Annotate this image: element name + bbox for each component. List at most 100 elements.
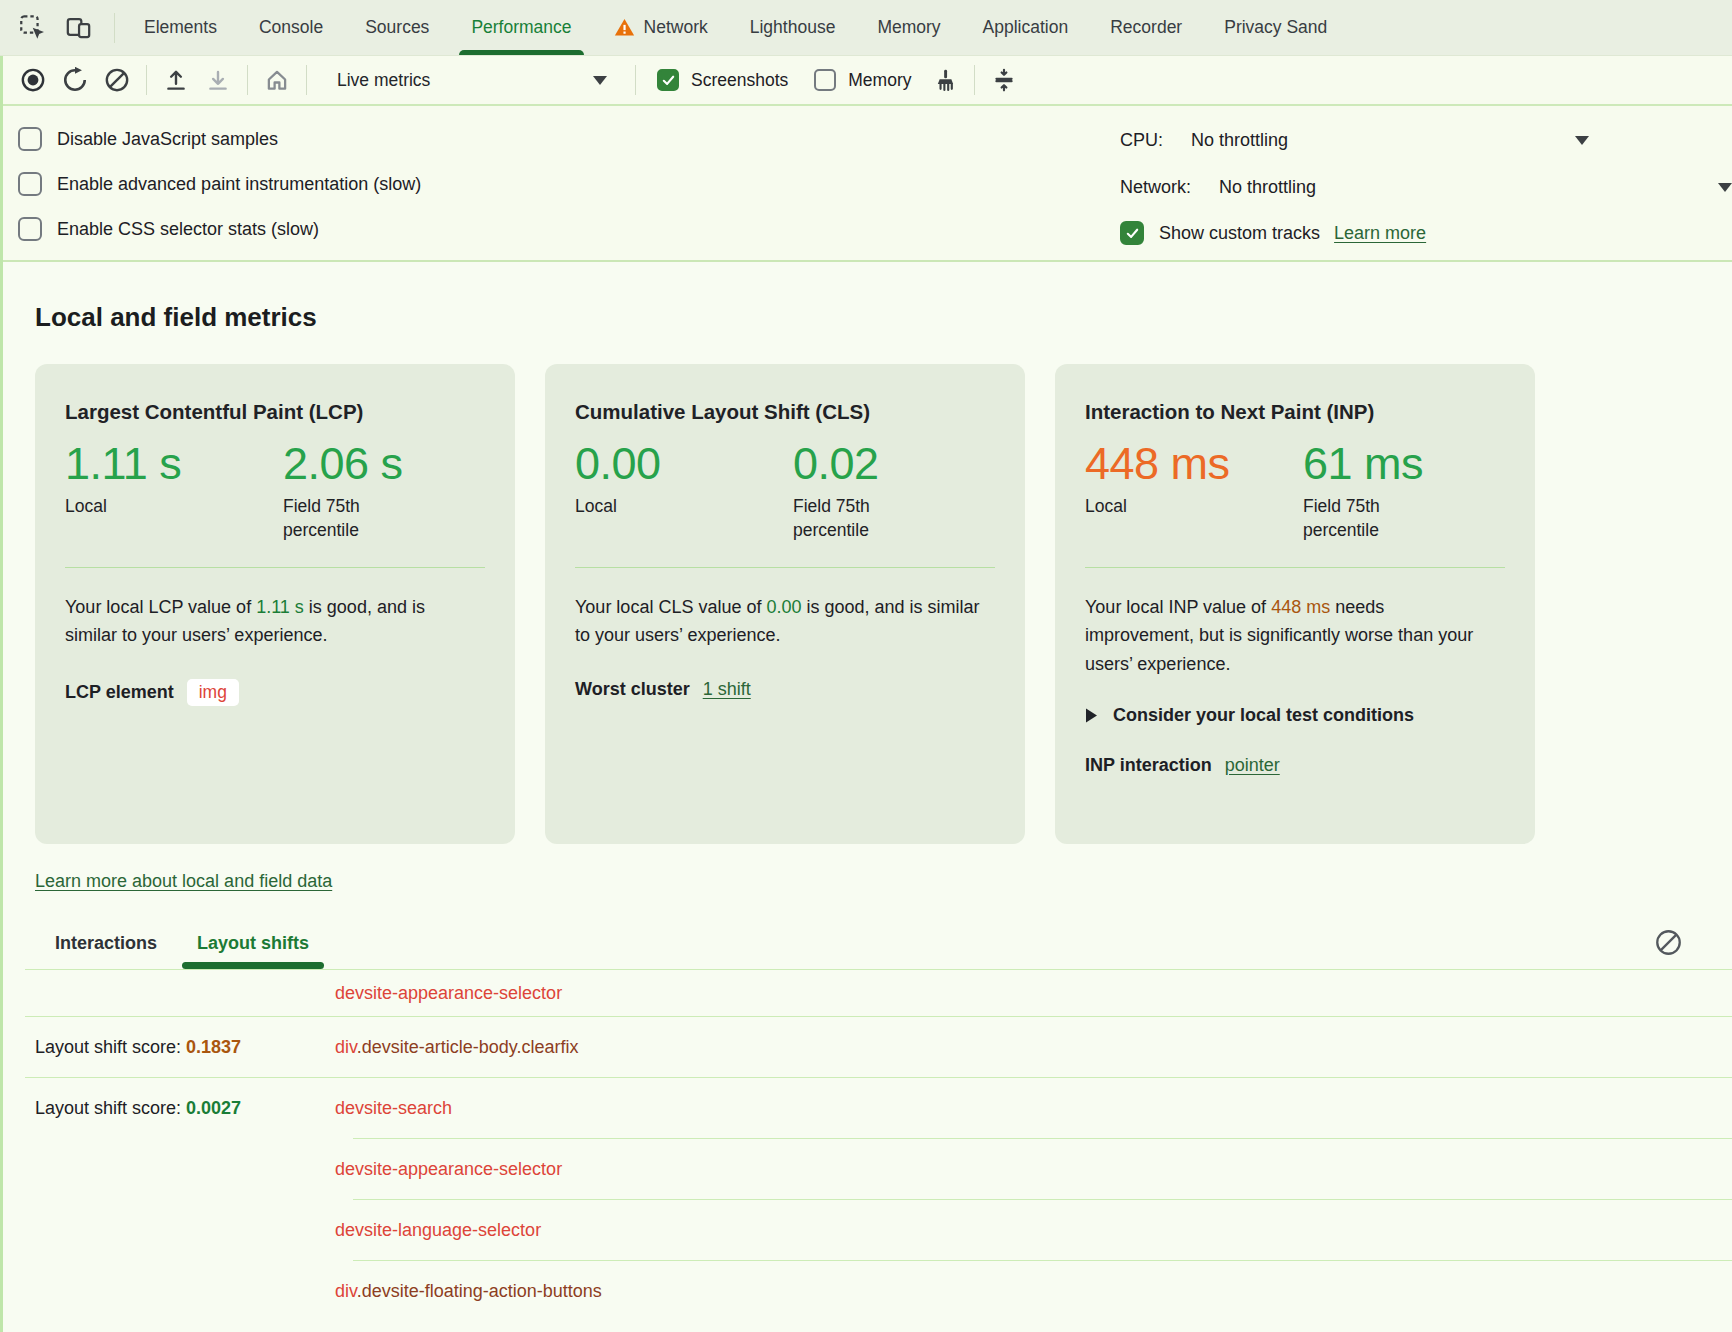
cls-description: Your local CLS value of 0.00 is good, an… xyxy=(575,593,981,651)
tab-label: Application xyxy=(983,17,1069,38)
tab-label: Memory xyxy=(877,17,940,38)
clear-log-icon[interactable] xyxy=(1653,927,1683,957)
css-selector-stats-checkbox[interactable]: Enable CSS selector stats (slow) xyxy=(18,217,421,241)
memory-checkbox[interactable]: Memory xyxy=(801,69,924,91)
layout-shift-row: Layout shift score: 0.1837div.devsite-ar… xyxy=(35,1017,1697,1077)
home-icon[interactable] xyxy=(256,60,298,100)
node-link[interactable]: div.devsite-article-body.clearfix xyxy=(335,1037,578,1058)
lcp-description: Your local LCP value of 1.11 s is good, … xyxy=(65,593,471,651)
tab-network[interactable]: Network xyxy=(593,0,729,55)
checkbox-label: Disable JavaScript samples xyxy=(57,129,278,150)
checkbox-unchecked-icon xyxy=(18,127,42,151)
checkbox-label: Enable CSS selector stats (slow) xyxy=(57,219,319,240)
metric-cards: Largest Contentful Paint (LCP) 1.11 s Lo… xyxy=(35,364,1697,844)
screenshots-checkbox[interactable]: Screenshots xyxy=(644,69,801,91)
device-toolbar-icon[interactable] xyxy=(60,10,96,46)
divider xyxy=(146,65,147,95)
network-throttling-select[interactable]: Network: No throttling xyxy=(1120,174,1732,200)
tab-application[interactable]: Application xyxy=(962,0,1090,55)
learn-more-link[interactable]: Learn more xyxy=(1334,223,1426,244)
score-value: 0.0027 xyxy=(186,1098,241,1118)
advanced-paint-instrumentation-checkbox[interactable]: Enable advanced paint instrumentation (s… xyxy=(18,172,421,196)
node-link[interactable]: devsite-appearance-selector xyxy=(335,983,562,1004)
checkbox-unchecked-icon xyxy=(814,69,836,91)
field-label: Field 75th percentile xyxy=(793,495,923,542)
lcp-local-value: 1.11 s xyxy=(65,440,283,487)
worst-cluster-link[interactable]: 1 shift xyxy=(703,679,751,700)
tab-recorder[interactable]: Recorder xyxy=(1089,0,1203,55)
warning-icon xyxy=(614,17,635,38)
load-profile-icon[interactable] xyxy=(155,60,197,100)
tab-label: Lighthouse xyxy=(750,17,836,38)
inp-interaction-label: INP interaction xyxy=(1085,755,1212,776)
tab-elements[interactable]: Elements xyxy=(123,0,238,55)
cpu-value: No throttling xyxy=(1191,130,1288,151)
view-mode-select[interactable]: Live metrics xyxy=(321,70,621,91)
lcp-element-node-link[interactable]: img xyxy=(187,679,239,706)
node-link[interactable]: devsite-search xyxy=(335,1098,452,1119)
panel-tabs: Elements Console Sources Performance Network… xyxy=(123,0,1348,55)
divider xyxy=(635,65,636,95)
triangle-right-icon xyxy=(1085,708,1098,723)
tab-console[interactable]: Console xyxy=(238,0,344,55)
checkbox-unchecked-icon xyxy=(18,172,42,196)
cls-card: Cumulative Layout Shift (CLS) 0.00 Local… xyxy=(545,364,1025,844)
network-label: Network: xyxy=(1120,177,1191,198)
cpu-throttling-select[interactable]: CPU: No throttling xyxy=(1120,127,1732,153)
tab-privacy-sand[interactable]: Privacy Sand xyxy=(1203,0,1348,55)
chevron-down-icon xyxy=(1575,136,1589,145)
tab-label: Recorder xyxy=(1110,17,1182,38)
show-custom-tracks-checkbox[interactable]: Show custom tracks xyxy=(1120,221,1320,245)
devtools-performance-panel: Elements Console Sources Performance Network… xyxy=(0,0,1732,1332)
checkbox-checked-icon xyxy=(657,69,679,91)
inspect-element-icon[interactable] xyxy=(14,10,50,46)
page-title: Local and field metrics xyxy=(35,302,1697,333)
node-link[interactable]: div.devsite-floating-action-buttons xyxy=(335,1281,602,1302)
settings-throttle-column: CPU: No throttling Network: No throttlin… xyxy=(1120,127,1732,260)
chevron-down-icon xyxy=(593,76,607,85)
tab-label: Sources xyxy=(365,17,429,38)
screenshots-label: Screenshots xyxy=(691,70,788,91)
divider xyxy=(974,65,975,95)
card-divider xyxy=(575,567,995,568)
tab-sources[interactable]: Sources xyxy=(344,0,450,55)
tab-memory[interactable]: Memory xyxy=(856,0,961,55)
checkbox-label: Enable advanced paint instrumentation (s… xyxy=(57,174,421,195)
lcp-card: Largest Contentful Paint (LCP) 1.11 s Lo… xyxy=(35,364,515,844)
devtools-tabbar: Elements Console Sources Performance Network… xyxy=(0,0,1732,56)
reload-icon[interactable] xyxy=(54,60,96,100)
worst-cluster-label: Worst cluster xyxy=(575,679,690,700)
layout-shift-row: devsite-appearance-selector xyxy=(35,1139,1697,1199)
tab-label: Performance xyxy=(471,17,571,38)
record-icon[interactable] xyxy=(12,60,54,100)
cls-field-value: 0.02 xyxy=(793,440,995,487)
tab-label: Privacy Sand xyxy=(1224,17,1327,38)
layout-shift-score: Layout shift score: 0.0027 xyxy=(35,1098,335,1119)
card-divider xyxy=(65,567,485,568)
tab-lighthouse[interactable]: Lighthouse xyxy=(729,0,857,55)
layout-shift-list: devsite-appearance-selector Layout shift … xyxy=(35,970,1697,1321)
node-link[interactable]: devsite-language-selector xyxy=(335,1220,541,1241)
collect-garbage-icon[interactable] xyxy=(924,60,966,100)
disable-js-samples-checkbox[interactable]: Disable JavaScript samples xyxy=(18,127,421,151)
live-metrics-logs: Interactions Layout shifts devsite-appear… xyxy=(35,933,1697,1321)
divider xyxy=(114,13,115,43)
tab-performance[interactable]: Performance xyxy=(450,0,592,55)
lcp-field-value: 2.06 s xyxy=(283,440,485,487)
save-profile-icon[interactable] xyxy=(197,60,239,100)
learn-more-field-data-link[interactable]: Learn more about local and field data xyxy=(35,871,332,892)
logs-tabs-host: Interactions Layout shifts xyxy=(35,933,1697,969)
local-label: Local xyxy=(65,495,195,519)
logs-tab-layout-shifts[interactable]: Layout shifts xyxy=(197,933,309,969)
collapse-icon[interactable] xyxy=(983,60,1025,100)
consider-local-test-conditions-expander[interactable]: Consider your local test conditions xyxy=(1085,705,1505,726)
cls-local-value: 0.00 xyxy=(575,440,793,487)
node-link[interactable]: devsite-appearance-selector xyxy=(335,1159,562,1180)
inp-interaction-link[interactable]: pointer xyxy=(1225,755,1280,776)
performance-settings: Disable JavaScript samples Enable advanc… xyxy=(0,106,1732,262)
tab-label: Network xyxy=(644,17,708,38)
clear-icon[interactable] xyxy=(96,60,138,100)
logs-tab-interactions[interactable]: Interactions xyxy=(55,933,157,969)
tab-label: Elements xyxy=(144,17,217,38)
inp-description: Your local INP value of 448 ms needs imp… xyxy=(1085,593,1491,679)
